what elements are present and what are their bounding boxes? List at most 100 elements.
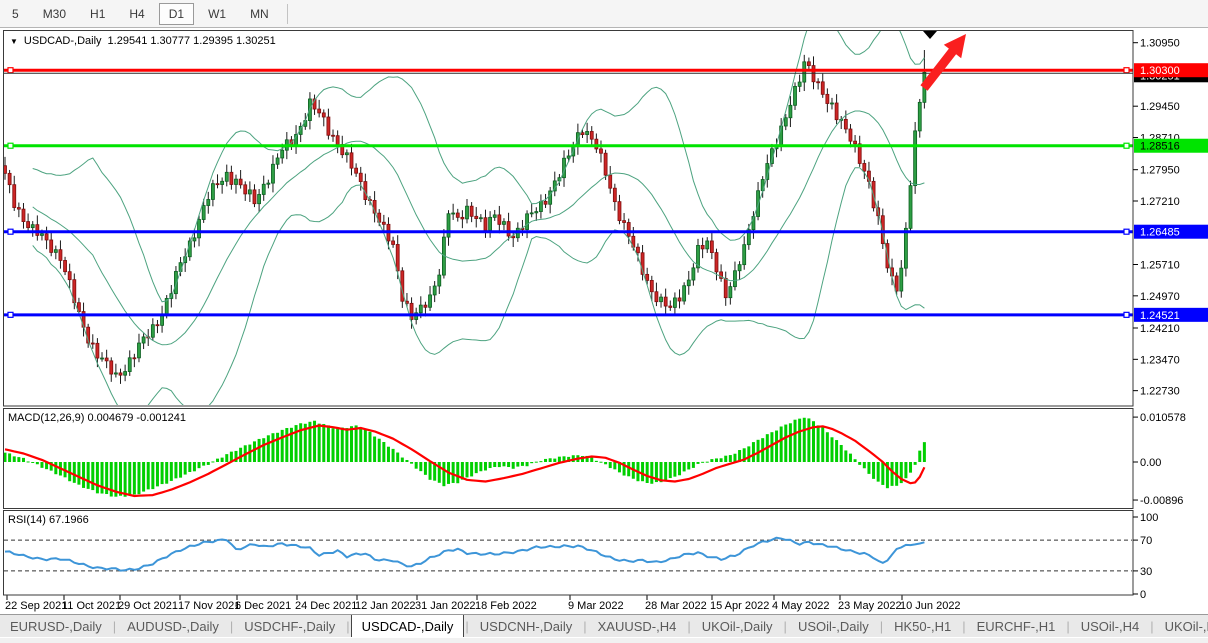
timeframe-button-D1[interactable]: D1	[158, 2, 195, 25]
timeframe-button-5[interactable]: 5	[12, 6, 19, 21]
hline-price-badge	[1134, 138, 1208, 153]
timeframe-button-H1[interactable]: H1	[90, 6, 106, 21]
trend-arrow[interactable]	[920, 34, 966, 91]
bear-candle	[423, 304, 428, 308]
bull-candle	[160, 314, 164, 326]
tab-separator: |	[1066, 619, 1070, 634]
tab-separator: |	[229, 619, 234, 634]
chart-tab-eurchfh1[interactable]: EURCHF-,H1	[976, 619, 1056, 634]
bear-candle	[409, 302, 414, 320]
timeframe-button-W1[interactable]: W1	[208, 6, 227, 21]
bear-candle	[894, 275, 899, 292]
bear-candle	[825, 93, 830, 104]
bear-candle	[58, 249, 63, 261]
bear-candle	[49, 239, 54, 253]
top-marker-icon[interactable]	[923, 31, 937, 39]
timeframe-button-H4[interactable]: H4	[129, 6, 145, 21]
line-anchor[interactable]	[7, 142, 14, 149]
svg-text:1.30950: 1.30950	[1140, 38, 1180, 50]
tab-separator: |	[783, 619, 787, 634]
svg-text:0.010578: 0.010578	[1140, 412, 1186, 424]
line-anchor[interactable]	[1123, 228, 1130, 235]
bull-candle	[742, 244, 747, 266]
bear-candle	[719, 271, 723, 279]
bull-candle	[751, 216, 756, 231]
bull-candle	[141, 336, 146, 344]
tab-separator: |	[1150, 619, 1154, 634]
bear-candle	[603, 152, 608, 176]
bear-candle	[714, 252, 719, 273]
bull-candle	[137, 342, 141, 359]
chart-canvas[interactable]: 1.309501.294501.287101.279501.272101.257…	[0, 28, 1208, 643]
status-strip	[0, 637, 1208, 643]
bull-candle	[728, 286, 733, 299]
macd-signal-line	[4, 424, 926, 498]
bear-candle	[395, 244, 400, 272]
line-anchor[interactable]	[1123, 142, 1130, 149]
chart-tab-ukoilh4[interactable]: UKOil-,H4	[1164, 619, 1208, 634]
bear-candle	[215, 183, 220, 186]
bull-candle	[432, 285, 437, 296]
bear-candle	[354, 167, 359, 174]
bear-candle	[543, 200, 548, 205]
bull-candle	[797, 81, 802, 87]
svg-text:4 May 2022: 4 May 2022	[772, 600, 829, 612]
bull-candle	[280, 149, 285, 159]
bear-candle	[497, 214, 502, 225]
tab-separator: |	[465, 619, 469, 634]
bull-candle	[682, 285, 687, 302]
chart-tab-eurusddaily[interactable]: EURUSD-,Daily	[10, 619, 102, 634]
line-anchor[interactable]	[7, 311, 14, 318]
bear-candle	[44, 233, 49, 241]
chart-tab-usdchfdaily[interactable]: USDCHF-,Daily	[244, 619, 336, 634]
line-anchor[interactable]	[7, 228, 14, 235]
bull-candle	[275, 157, 280, 165]
bear-candle	[26, 221, 31, 229]
chart-tab-usdcaddaily[interactable]: USDCAD-,Daily	[350, 615, 465, 638]
chart-collapse-icon[interactable]: ▼	[10, 36, 18, 46]
bull-candle	[247, 189, 252, 195]
bull-candle	[502, 221, 506, 225]
line-anchor[interactable]	[1123, 311, 1130, 318]
bear-candle	[834, 102, 839, 121]
bull-candle	[100, 357, 104, 360]
chart-title: ▼ USDCAD-,Daily 1.29541 1.30777 1.29395 …	[10, 35, 276, 47]
svg-text:24 Dec 2021: 24 Dec 2021	[295, 600, 357, 612]
svg-text:22 Sep 2021: 22 Sep 2021	[5, 600, 67, 612]
bollinger-bands	[32, 31, 925, 405]
bull-candle	[234, 178, 238, 185]
svg-text:1.23470: 1.23470	[1140, 354, 1180, 366]
bear-candle	[599, 148, 603, 154]
line-anchor[interactable]	[7, 67, 14, 74]
chart-tab-ukoildaily[interactable]: UKOil-,Daily	[701, 619, 773, 634]
chart-tab-audusddaily[interactable]: AUDUSD-,Daily	[127, 619, 219, 634]
bear-candle	[649, 279, 654, 293]
bear-candle	[853, 140, 857, 145]
hline-price-badge	[1134, 307, 1208, 322]
svg-text:100: 100	[1140, 512, 1158, 524]
bear-candle	[455, 212, 460, 218]
line-anchor[interactable]	[1123, 67, 1130, 74]
macd-pane	[4, 417, 926, 498]
svg-text:1.27210: 1.27210	[1140, 196, 1180, 208]
chart-tab-xauusdh4[interactable]: XAUUSD-,H4	[597, 619, 677, 634]
timeframe-button-MN[interactable]: MN	[250, 6, 269, 21]
bull-candle	[534, 211, 539, 214]
tab-separator: |	[346, 619, 350, 634]
bull-candle	[737, 264, 742, 272]
bear-candle	[12, 184, 17, 208]
chart-tab-usoilh4[interactable]: USOil-,H4	[1080, 619, 1140, 634]
bull-candle	[788, 104, 793, 119]
bear-candle	[636, 246, 640, 254]
svg-text:1.28516: 1.28516	[1140, 141, 1180, 153]
timeframe-toolbar: 5 M30 H1 H4 D1 W1 MN	[0, 0, 1208, 28]
bull-candle	[446, 213, 451, 238]
chart-tab-usdcnhdaily[interactable]: USDCNH-,Daily	[479, 619, 573, 634]
timeframe-button-M30[interactable]: M30	[42, 6, 67, 21]
hline-price-badge	[1134, 224, 1208, 239]
tab-separator: |	[879, 619, 884, 634]
chart-tab-hk50h1[interactable]: HK50-,H1	[894, 619, 952, 634]
bear-candle	[617, 201, 622, 222]
chart-tab-usoildaily[interactable]: USOil-,Daily	[797, 619, 869, 634]
bull-candle	[201, 205, 206, 220]
